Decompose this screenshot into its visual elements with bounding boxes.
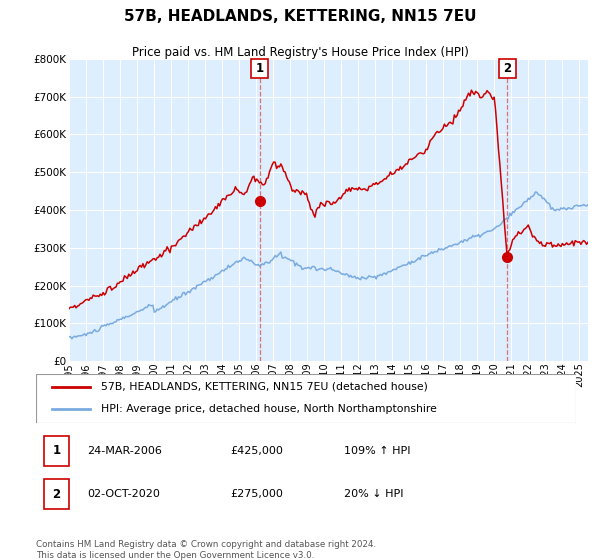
- Text: 2: 2: [52, 488, 61, 501]
- Text: 57B, HEADLANDS, KETTERING, NN15 7EU: 57B, HEADLANDS, KETTERING, NN15 7EU: [124, 10, 476, 24]
- FancyBboxPatch shape: [251, 59, 268, 78]
- FancyBboxPatch shape: [499, 59, 516, 78]
- Text: Contains HM Land Registry data © Crown copyright and database right 2024.
This d: Contains HM Land Registry data © Crown c…: [36, 540, 376, 560]
- FancyBboxPatch shape: [44, 479, 70, 508]
- Text: Price paid vs. HM Land Registry's House Price Index (HPI): Price paid vs. HM Land Registry's House …: [131, 46, 469, 59]
- Text: HPI: Average price, detached house, North Northamptonshire: HPI: Average price, detached house, Nort…: [101, 404, 437, 414]
- Text: 2: 2: [503, 62, 511, 75]
- Text: 20% ↓ HPI: 20% ↓ HPI: [344, 489, 403, 499]
- Text: £425,000: £425,000: [230, 446, 283, 456]
- Text: 1: 1: [52, 445, 61, 458]
- Text: 109% ↑ HPI: 109% ↑ HPI: [344, 446, 410, 456]
- Text: 02-OCT-2020: 02-OCT-2020: [88, 489, 160, 499]
- Text: 24-MAR-2006: 24-MAR-2006: [88, 446, 162, 456]
- Text: 57B, HEADLANDS, KETTERING, NN15 7EU (detached house): 57B, HEADLANDS, KETTERING, NN15 7EU (det…: [101, 382, 428, 392]
- FancyBboxPatch shape: [44, 436, 70, 466]
- Text: £275,000: £275,000: [230, 489, 283, 499]
- Text: 1: 1: [256, 62, 264, 75]
